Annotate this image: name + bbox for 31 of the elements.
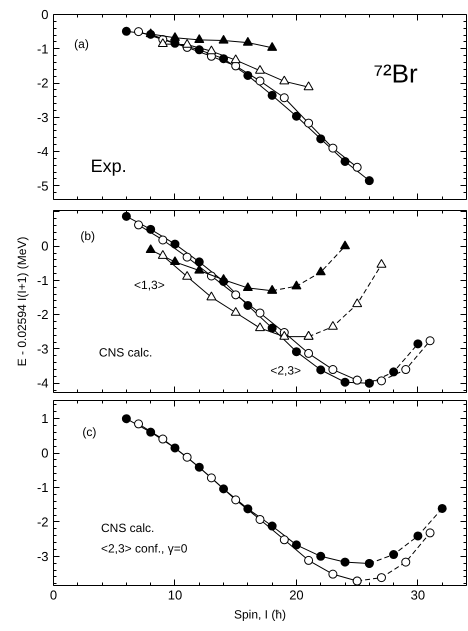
x-tick-label: 10 — [168, 588, 182, 602]
x-tick-label: 30 — [410, 588, 426, 602]
y-tick-label: 0 — [41, 446, 49, 461]
annotation: CNS calc. — [100, 521, 154, 536]
y-axis-title: E - 0.02594 I(I+1) (MeV) — [14, 236, 29, 366]
y-tick-label: -4 — [36, 376, 49, 391]
y-tick-label: -3 — [36, 341, 49, 356]
y-tick-label: -4 — [36, 144, 49, 160]
y-tick-label: 1 — [41, 411, 49, 426]
y-tick-label: -1 — [36, 272, 49, 288]
y-tick-label: -3 — [36, 548, 49, 564]
y-tick-label: -1 — [36, 41, 49, 56]
annotation: (a) — [74, 37, 89, 52]
y-tick-label: 0 — [41, 238, 49, 254]
annotation: CNS calc. — [98, 345, 152, 360]
annotation: <2,3> conf., γ=0 — [100, 542, 188, 556]
annotation: ⁷²Br — [374, 58, 418, 89]
y-tick-label: -2 — [36, 307, 49, 322]
y-tick-label: -5 — [36, 178, 49, 194]
y-tick-label: -1 — [36, 480, 49, 495]
x-axis-title: Spin, I (ħ) — [234, 608, 286, 622]
annotation: (b) — [80, 228, 96, 243]
y-tick-label: -2 — [36, 514, 49, 530]
x-tick-label: 20 — [289, 588, 304, 602]
annotation: <2,3> — [270, 364, 302, 378]
annotation: Exp. — [90, 156, 127, 176]
y-tick-label: -3 — [36, 110, 49, 125]
y-tick-label: 0 — [41, 7, 49, 22]
annotation: (c) — [82, 424, 96, 439]
y-tick-label: -2 — [36, 76, 49, 91]
annotation: <1,3> — [134, 278, 165, 292]
